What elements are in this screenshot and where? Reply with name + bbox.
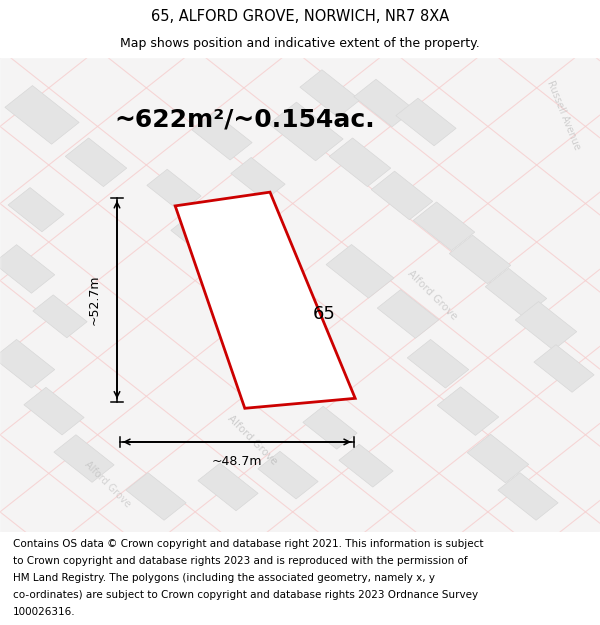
Polygon shape: [0, 339, 55, 388]
Text: 100026316.: 100026316.: [13, 608, 76, 618]
Text: HM Land Registry. The polygons (including the associated geometry, namely x, y: HM Land Registry. The polygons (includin…: [13, 573, 435, 583]
Text: 65, ALFORD GROVE, NORWICH, NR7 8XA: 65, ALFORD GROVE, NORWICH, NR7 8XA: [151, 9, 449, 24]
Polygon shape: [326, 244, 394, 298]
Polygon shape: [303, 406, 357, 449]
Polygon shape: [354, 79, 414, 127]
Polygon shape: [126, 472, 186, 520]
Polygon shape: [329, 138, 391, 187]
Polygon shape: [485, 268, 547, 317]
Polygon shape: [534, 344, 594, 392]
Polygon shape: [147, 169, 201, 212]
Polygon shape: [171, 214, 225, 258]
Polygon shape: [339, 444, 393, 487]
Polygon shape: [279, 359, 333, 402]
Polygon shape: [300, 70, 360, 118]
Polygon shape: [33, 295, 87, 338]
Polygon shape: [269, 102, 343, 161]
Text: ~48.7m: ~48.7m: [212, 456, 262, 468]
Polygon shape: [0, 244, 55, 293]
Polygon shape: [449, 235, 511, 284]
Text: to Crown copyright and database rights 2023 and is reproduced with the permissio: to Crown copyright and database rights 2…: [13, 556, 468, 566]
Text: Contains OS data © Crown copyright and database right 2021. This information is : Contains OS data © Crown copyright and d…: [13, 539, 484, 549]
Polygon shape: [192, 112, 252, 160]
Polygon shape: [231, 158, 285, 201]
Text: Russell Avenue: Russell Avenue: [545, 79, 583, 151]
Polygon shape: [54, 435, 114, 482]
Polygon shape: [498, 472, 558, 520]
Text: ~52.7m: ~52.7m: [88, 274, 101, 325]
Polygon shape: [175, 192, 355, 408]
Text: 65: 65: [313, 305, 335, 323]
Polygon shape: [198, 463, 258, 511]
Text: co-ordinates) are subject to Crown copyright and database rights 2023 Ordnance S: co-ordinates) are subject to Crown copyr…: [13, 590, 478, 600]
Text: Alford Grove: Alford Grove: [406, 268, 458, 322]
Text: Map shows position and indicative extent of the property.: Map shows position and indicative extent…: [120, 37, 480, 50]
Polygon shape: [8, 188, 64, 232]
Polygon shape: [237, 316, 291, 359]
Polygon shape: [437, 387, 499, 436]
Text: ~622m²/~0.154ac.: ~622m²/~0.154ac.: [114, 107, 374, 132]
Text: Alford Grove: Alford Grove: [226, 413, 278, 466]
Polygon shape: [24, 388, 84, 435]
Polygon shape: [396, 98, 456, 146]
Polygon shape: [5, 86, 79, 144]
Polygon shape: [515, 301, 577, 350]
Polygon shape: [258, 451, 318, 499]
Polygon shape: [371, 171, 433, 220]
Polygon shape: [413, 202, 475, 251]
Polygon shape: [377, 289, 439, 338]
Polygon shape: [407, 339, 469, 388]
Text: Alford Grove: Alford Grove: [83, 459, 133, 509]
Polygon shape: [65, 138, 127, 187]
Polygon shape: [467, 434, 529, 483]
